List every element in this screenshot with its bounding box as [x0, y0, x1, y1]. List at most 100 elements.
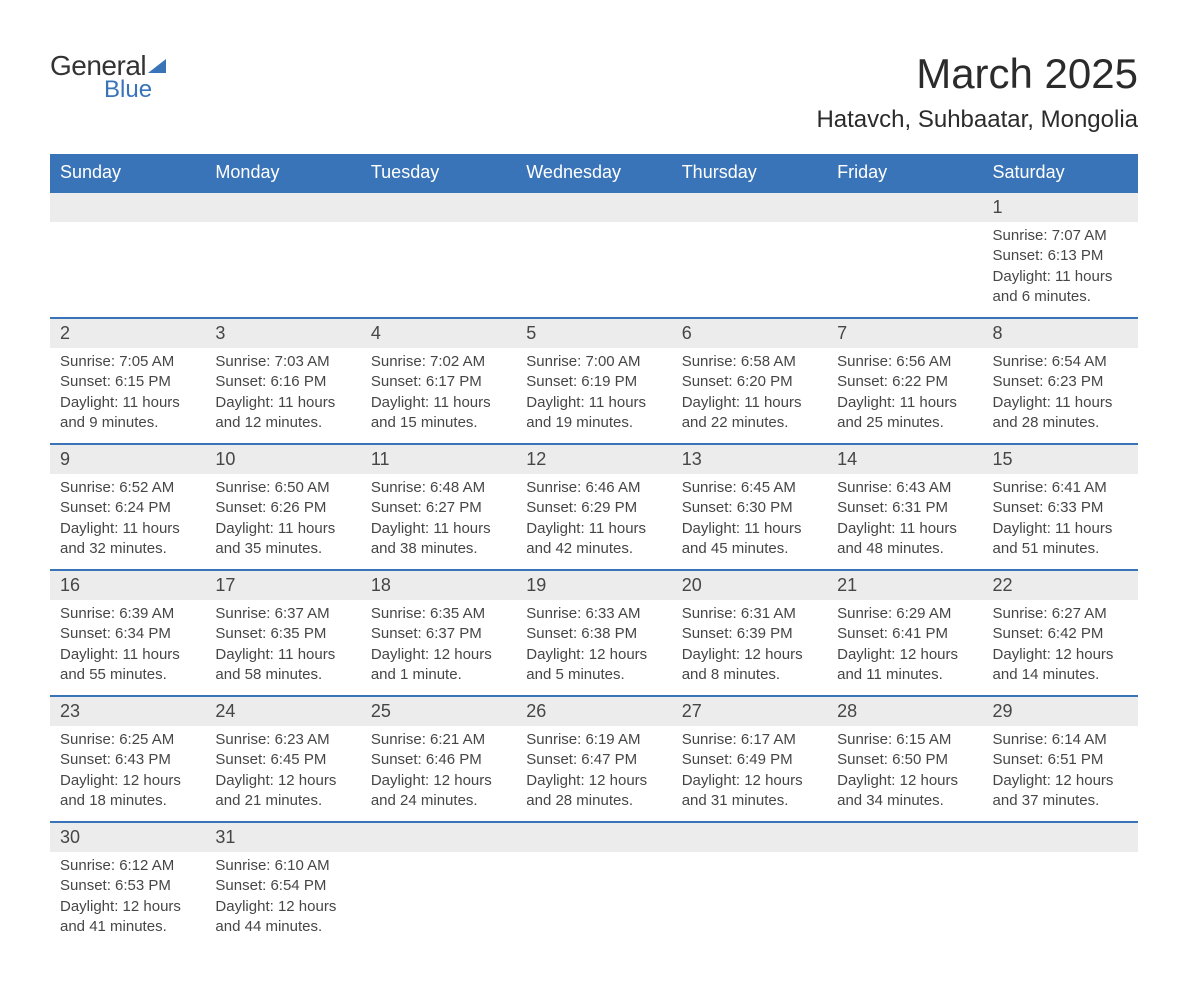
day-detail-cell: Sunrise: 6:50 AMSunset: 6:26 PMDaylight:…	[205, 474, 360, 570]
detail-line: Sunset: 6:33 PM	[993, 498, 1128, 518]
detail-line: Sunrise: 7:00 AM	[526, 352, 661, 372]
week-daynum-row: 16171819202122	[50, 570, 1138, 600]
day-number-cell	[983, 822, 1138, 852]
detail-line: Sunrise: 6:58 AM	[682, 352, 817, 372]
day-detail-cell: Sunrise: 6:58 AMSunset: 6:20 PMDaylight:…	[672, 348, 827, 444]
detail-line: Sunset: 6:37 PM	[371, 624, 506, 644]
detail-line: Daylight: 11 hours and 9 minutes.	[60, 393, 195, 434]
detail-line: Sunset: 6:24 PM	[60, 498, 195, 518]
day-number-cell: 2	[50, 318, 205, 348]
day-number-cell: 29	[983, 696, 1138, 726]
detail-line: Sunset: 6:42 PM	[993, 624, 1128, 644]
logo: General Blue	[50, 50, 166, 104]
day-number-cell: 5	[516, 318, 671, 348]
detail-line: Sunrise: 6:27 AM	[993, 604, 1128, 624]
detail-line: Daylight: 12 hours and 8 minutes.	[682, 645, 817, 686]
day-detail-cell: Sunrise: 6:39 AMSunset: 6:34 PMDaylight:…	[50, 600, 205, 696]
logo-word2: Blue	[104, 76, 166, 104]
day-number-cell: 21	[827, 570, 982, 600]
detail-line: Sunset: 6:35 PM	[215, 624, 350, 644]
detail-line: Sunrise: 6:35 AM	[371, 604, 506, 624]
detail-line: Sunset: 6:39 PM	[682, 624, 817, 644]
week-daynum-row: 1	[50, 192, 1138, 222]
day-header: Thursday	[672, 154, 827, 192]
detail-line: Daylight: 11 hours and 25 minutes.	[837, 393, 972, 434]
week-daynum-row: 23242526272829	[50, 696, 1138, 726]
day-number-cell: 26	[516, 696, 671, 726]
detail-line: Sunrise: 6:50 AM	[215, 478, 350, 498]
day-number-cell	[827, 192, 982, 222]
day-number-cell: 1	[983, 192, 1138, 222]
detail-line: Sunset: 6:19 PM	[526, 372, 661, 392]
week-daynum-row: 2345678	[50, 318, 1138, 348]
week-detail-row: Sunrise: 6:39 AMSunset: 6:34 PMDaylight:…	[50, 600, 1138, 696]
day-header: Tuesday	[361, 154, 516, 192]
detail-line: Daylight: 12 hours and 14 minutes.	[993, 645, 1128, 686]
day-detail-cell: Sunrise: 6:10 AMSunset: 6:54 PMDaylight:…	[205, 852, 360, 947]
day-detail-cell: Sunrise: 6:23 AMSunset: 6:45 PMDaylight:…	[205, 726, 360, 822]
detail-line: Daylight: 11 hours and 48 minutes.	[837, 519, 972, 560]
detail-line: Sunrise: 6:10 AM	[215, 856, 350, 876]
detail-line: Sunrise: 6:25 AM	[60, 730, 195, 750]
day-detail-cell: Sunrise: 6:15 AMSunset: 6:50 PMDaylight:…	[827, 726, 982, 822]
day-number-cell: 10	[205, 444, 360, 474]
day-number-cell: 6	[672, 318, 827, 348]
day-detail-cell: Sunrise: 6:35 AMSunset: 6:37 PMDaylight:…	[361, 600, 516, 696]
day-detail-cell: Sunrise: 6:37 AMSunset: 6:35 PMDaylight:…	[205, 600, 360, 696]
day-detail-cell: Sunrise: 6:31 AMSunset: 6:39 PMDaylight:…	[672, 600, 827, 696]
detail-line: Sunset: 6:54 PM	[215, 876, 350, 896]
day-number-cell: 31	[205, 822, 360, 852]
day-number-cell: 20	[672, 570, 827, 600]
detail-line: Sunrise: 6:43 AM	[837, 478, 972, 498]
day-number-cell: 3	[205, 318, 360, 348]
day-header: Friday	[827, 154, 982, 192]
detail-line: Sunrise: 7:07 AM	[993, 226, 1128, 246]
day-header: Sunday	[50, 154, 205, 192]
month-title: March 2025	[816, 50, 1138, 98]
day-detail-cell: Sunrise: 6:27 AMSunset: 6:42 PMDaylight:…	[983, 600, 1138, 696]
day-header: Monday	[205, 154, 360, 192]
logo-triangle-icon	[148, 59, 166, 73]
detail-line: Daylight: 11 hours and 12 minutes.	[215, 393, 350, 434]
day-detail-cell: Sunrise: 7:05 AMSunset: 6:15 PMDaylight:…	[50, 348, 205, 444]
day-detail-cell: Sunrise: 6:19 AMSunset: 6:47 PMDaylight:…	[516, 726, 671, 822]
detail-line: Daylight: 12 hours and 1 minute.	[371, 645, 506, 686]
day-number-cell: 25	[361, 696, 516, 726]
day-detail-cell	[361, 222, 516, 318]
calendar-table: Sunday Monday Tuesday Wednesday Thursday…	[50, 154, 1138, 947]
detail-line: Sunset: 6:43 PM	[60, 750, 195, 770]
detail-line: Sunset: 6:38 PM	[526, 624, 661, 644]
detail-line: Daylight: 11 hours and 51 minutes.	[993, 519, 1128, 560]
detail-line: Sunrise: 6:15 AM	[837, 730, 972, 750]
week-detail-row: Sunrise: 6:12 AMSunset: 6:53 PMDaylight:…	[50, 852, 1138, 947]
detail-line: Sunrise: 6:46 AM	[526, 478, 661, 498]
day-detail-cell	[672, 222, 827, 318]
detail-line: Sunset: 6:27 PM	[371, 498, 506, 518]
detail-line: Daylight: 11 hours and 28 minutes.	[993, 393, 1128, 434]
day-number-cell: 19	[516, 570, 671, 600]
day-detail-cell: Sunrise: 7:00 AMSunset: 6:19 PMDaylight:…	[516, 348, 671, 444]
detail-line: Sunset: 6:17 PM	[371, 372, 506, 392]
detail-line: Daylight: 12 hours and 41 minutes.	[60, 897, 195, 938]
day-number-cell: 7	[827, 318, 982, 348]
day-number-cell	[516, 192, 671, 222]
detail-line: Sunset: 6:47 PM	[526, 750, 661, 770]
day-detail-cell	[827, 852, 982, 947]
detail-line: Sunrise: 6:21 AM	[371, 730, 506, 750]
detail-line: Sunrise: 6:23 AM	[215, 730, 350, 750]
day-header: Wednesday	[516, 154, 671, 192]
detail-line: Sunset: 6:15 PM	[60, 372, 195, 392]
day-number-cell	[361, 822, 516, 852]
day-detail-cell	[516, 852, 671, 947]
day-detail-cell: Sunrise: 6:25 AMSunset: 6:43 PMDaylight:…	[50, 726, 205, 822]
detail-line: Sunrise: 6:48 AM	[371, 478, 506, 498]
day-detail-cell	[205, 222, 360, 318]
detail-line: Sunrise: 6:29 AM	[837, 604, 972, 624]
day-number-cell	[672, 822, 827, 852]
detail-line: Sunrise: 6:52 AM	[60, 478, 195, 498]
day-header: Saturday	[983, 154, 1138, 192]
detail-line: Sunrise: 6:41 AM	[993, 478, 1128, 498]
day-number-cell	[827, 822, 982, 852]
day-detail-cell: Sunrise: 6:43 AMSunset: 6:31 PMDaylight:…	[827, 474, 982, 570]
day-number-cell	[205, 192, 360, 222]
